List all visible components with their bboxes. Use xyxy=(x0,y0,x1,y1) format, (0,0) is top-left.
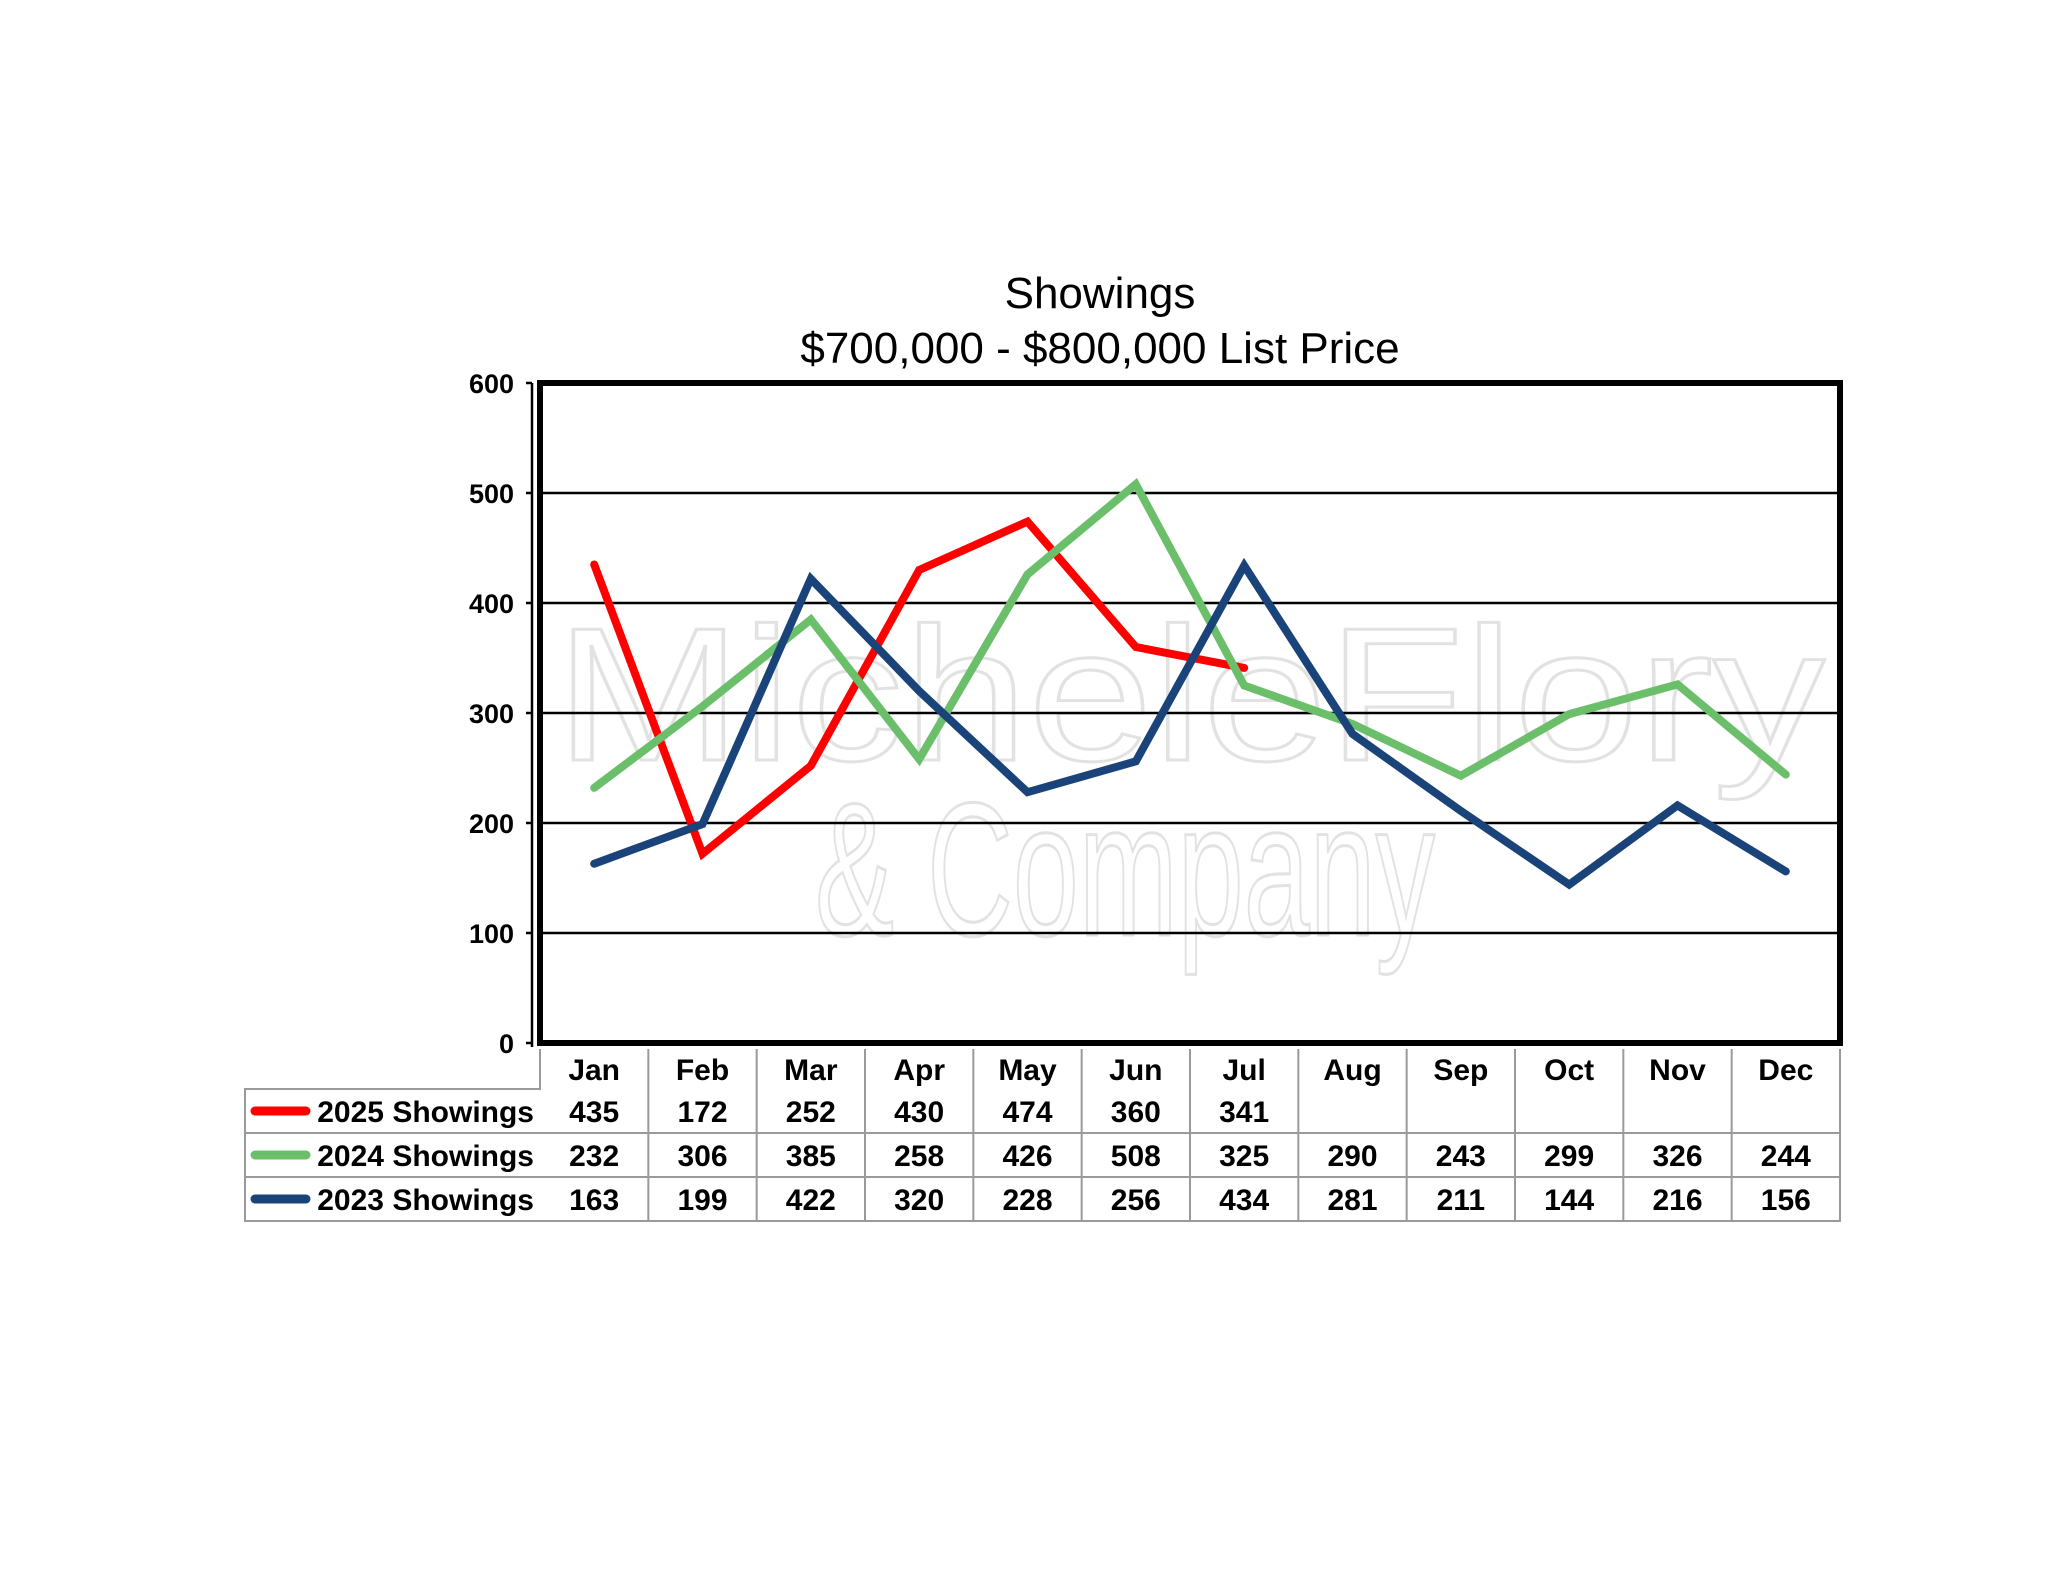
data-label: 243 xyxy=(1436,1140,1486,1173)
data-label: 430 xyxy=(894,1096,944,1129)
y-tick-label: 500 xyxy=(469,479,514,509)
data-label: 508 xyxy=(1111,1140,1161,1173)
data-label: 199 xyxy=(677,1184,727,1217)
x-tick-label: Dec xyxy=(1758,1054,1813,1087)
y-axis: 0 100 200 300 400 500 600 xyxy=(469,369,534,1059)
x-tick-label: Jul xyxy=(1222,1054,1265,1087)
data-label: 290 xyxy=(1327,1140,1377,1173)
series-line-2 xyxy=(590,557,1790,890)
data-label: 360 xyxy=(1111,1096,1161,1129)
series-lines xyxy=(590,477,1790,890)
legend-label: 2023 Showings xyxy=(317,1184,534,1217)
data-label: 385 xyxy=(786,1140,836,1173)
data-label: 172 xyxy=(677,1096,727,1129)
y-tick-label: 600 xyxy=(469,369,514,399)
data-label: 341 xyxy=(1219,1096,1269,1129)
y-tick-label: 200 xyxy=(469,809,514,839)
data-label: 325 xyxy=(1219,1140,1269,1173)
x-tick-label: May xyxy=(998,1054,1057,1087)
gridlines xyxy=(540,491,1840,935)
data-label: 474 xyxy=(1002,1096,1052,1129)
plot-frame xyxy=(537,380,1843,1046)
data-label: 306 xyxy=(677,1140,727,1173)
y-tick-label: 100 xyxy=(469,919,514,949)
watermark: MicheleFlory & Company xyxy=(554,588,1827,978)
data-label: 256 xyxy=(1111,1184,1161,1217)
y-tick-label: 400 xyxy=(469,589,514,619)
chart-title: Showings xyxy=(1005,269,1196,318)
data-table: Jan Feb Mar Apr May Jun Jul Aug Sep Oct Nov Dec 2025… xyxy=(244,1049,1841,1222)
x-tick-label: Jan xyxy=(568,1054,620,1087)
data-label: 228 xyxy=(1002,1184,1052,1217)
x-tick-label: Nov xyxy=(1649,1054,1706,1087)
legend-label: 2024 Showings xyxy=(317,1140,534,1173)
data-label: 422 xyxy=(786,1184,836,1217)
x-tick-label: Aug xyxy=(1323,1054,1381,1087)
data-label: 216 xyxy=(1652,1184,1702,1217)
data-label: 434 xyxy=(1219,1184,1269,1217)
data-label: 163 xyxy=(569,1184,619,1217)
data-label: 252 xyxy=(786,1096,836,1129)
table-border xyxy=(244,1049,1841,1222)
data-label: 320 xyxy=(894,1184,944,1217)
y-tick-label: 300 xyxy=(469,699,514,729)
series-line-0 xyxy=(590,516,1249,861)
watermark-line2: & Company xyxy=(815,764,1435,976)
data-label: 281 xyxy=(1327,1184,1377,1217)
data-label: 326 xyxy=(1652,1140,1702,1173)
legend-label: 2025 Showings xyxy=(317,1096,534,1129)
x-tick-label: Apr xyxy=(893,1054,945,1087)
data-label: 211 xyxy=(1437,1184,1485,1217)
data-label: 258 xyxy=(894,1140,944,1173)
y-tick-label: 0 xyxy=(499,1029,514,1059)
data-label: 426 xyxy=(1002,1140,1052,1173)
data-label: 232 xyxy=(569,1140,619,1173)
data-label: 144 xyxy=(1544,1184,1594,1217)
x-tick-label: Oct xyxy=(1544,1054,1594,1087)
data-label: 435 xyxy=(569,1096,619,1129)
watermark-line1: MicheleFlory xyxy=(555,589,1825,801)
data-label: 156 xyxy=(1761,1184,1811,1217)
x-tick-label: Feb xyxy=(676,1054,729,1087)
x-tick-label: Mar xyxy=(784,1054,838,1087)
data-label: 244 xyxy=(1761,1140,1811,1173)
x-tick-label: Jun xyxy=(1109,1054,1162,1087)
series-line-1 xyxy=(590,477,1790,792)
chart-subtitle: $700,000 - $800,000 List Price xyxy=(800,324,1399,373)
x-tick-label: Sep xyxy=(1433,1054,1488,1087)
data-label: 299 xyxy=(1544,1140,1594,1173)
